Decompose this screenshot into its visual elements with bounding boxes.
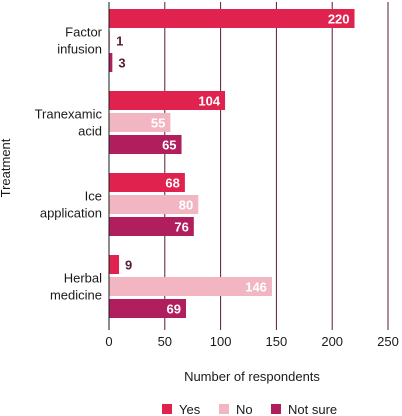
bar (109, 91, 226, 110)
bar (109, 113, 171, 132)
data-label: 9 (125, 258, 132, 273)
bar (109, 277, 272, 296)
data-label: 76 (174, 220, 188, 235)
data-label: 3 (118, 56, 125, 71)
category-label: Ice (85, 189, 102, 204)
bar (109, 217, 194, 236)
legend: Yes No Not sure (162, 402, 337, 416)
x-tick-label: 50 (158, 334, 172, 349)
category-label: infusion (57, 42, 102, 57)
category-label: acid (78, 124, 102, 139)
x-axis-title: Number of respondents (184, 369, 320, 384)
data-label: 55 (151, 116, 165, 131)
legend-label: Yes (179, 402, 201, 416)
legend-swatch (271, 404, 281, 414)
data-label: 80 (179, 198, 193, 213)
bar (109, 135, 182, 154)
data-label: 1 (116, 34, 123, 49)
category-label: Herbal (64, 271, 102, 286)
category-label: medicine (50, 288, 102, 303)
category-label: Tranexamic (35, 107, 103, 122)
x-tick-label: 100 (210, 334, 232, 349)
x-tick-label: 150 (266, 334, 288, 349)
legend-label: No (236, 402, 253, 416)
data-label: 146 (245, 280, 267, 295)
bar (109, 299, 187, 318)
category-label: Factor (65, 25, 103, 40)
bar (109, 9, 355, 28)
data-label: 220 (328, 12, 350, 27)
data-label: 65 (162, 138, 176, 153)
bars-layer (109, 9, 355, 318)
y-axis-title: Treatment (0, 138, 13, 197)
category-label: application (40, 206, 102, 221)
legend-swatch (219, 404, 229, 414)
category-labels-layer: Factor infusion Tranexamic acid Ice applicati… (35, 25, 103, 303)
data-label: 69 (167, 302, 181, 317)
x-axis: 0 50 100 150 200 250 (105, 2, 399, 349)
legend-swatch (162, 404, 172, 414)
data-label: 104 (198, 94, 220, 109)
x-tick-label: 250 (377, 334, 399, 349)
data-label: 68 (165, 176, 179, 191)
bar (109, 173, 185, 192)
bar (109, 53, 113, 72)
bar (109, 31, 111, 50)
bar (109, 195, 199, 214)
x-tick-label: 200 (321, 334, 343, 349)
bar (109, 255, 120, 274)
legend-label: Not sure (288, 402, 337, 416)
x-tick-label: 0 (105, 334, 112, 349)
grid-lines (164, 2, 389, 330)
